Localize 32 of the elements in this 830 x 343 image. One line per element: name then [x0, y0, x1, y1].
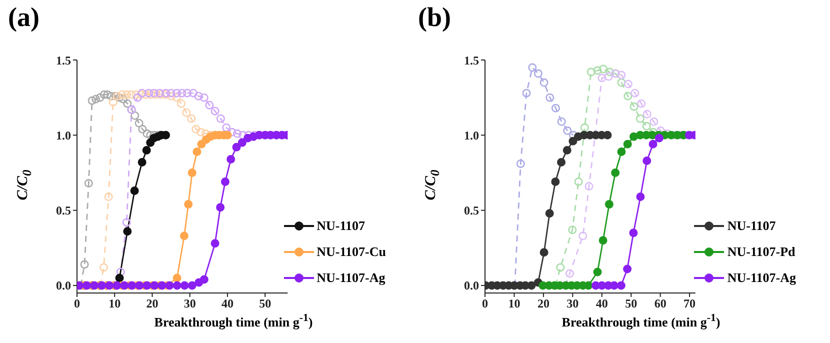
- legend-label: NU-1107: [727, 218, 776, 234]
- x-tick-label: 70: [684, 296, 696, 311]
- x-tick-label: 40: [596, 296, 608, 311]
- y-tick-label: 0.5: [464, 204, 479, 218]
- x-tick-label: 50: [259, 296, 272, 311]
- x-tick-label: 0: [482, 296, 488, 311]
- x-tick-label: 40: [221, 296, 234, 311]
- y-tick-label: 0.0: [56, 278, 71, 293]
- x-axis-title: Breakthrough time (min g$^{-1}$): [153, 312, 314, 330]
- x-axis-title: Breakthrough time (min g$^{-1}$): [560, 312, 722, 330]
- y-tick-label: 1.5: [464, 53, 479, 68]
- x-tick-label: 30: [566, 296, 579, 311]
- x-tick-label: 20: [537, 296, 550, 311]
- chart-title: (b): [418, 2, 451, 33]
- y-tick-label: 1.0: [56, 128, 71, 142]
- x-tick-label: 0: [74, 296, 80, 311]
- legend-label: NU-1107-Pd: [727, 244, 796, 260]
- legend-label: NU-1107-Ag: [727, 270, 796, 286]
- x-tick-label: 20: [146, 296, 158, 311]
- y-tick-label: 0.0: [464, 278, 479, 293]
- y-tick-label: 0.5: [56, 204, 71, 218]
- y-tick-label: 1.0: [464, 128, 479, 142]
- x-tick-label: 60: [654, 296, 666, 311]
- x-tick-label: 10: [508, 296, 520, 311]
- y-tick-label: 1.5: [56, 53, 71, 68]
- x-tick-label: 50: [625, 296, 638, 311]
- chart-title: (a): [8, 2, 40, 33]
- x-tick-label: 30: [184, 296, 196, 311]
- legend-label: NU-1107-Cu: [316, 244, 386, 260]
- legend-label: NU-1107-Ag: [316, 270, 386, 286]
- legend-label: NU-1107: [316, 218, 366, 234]
- x-tick-label: 10: [108, 296, 121, 311]
